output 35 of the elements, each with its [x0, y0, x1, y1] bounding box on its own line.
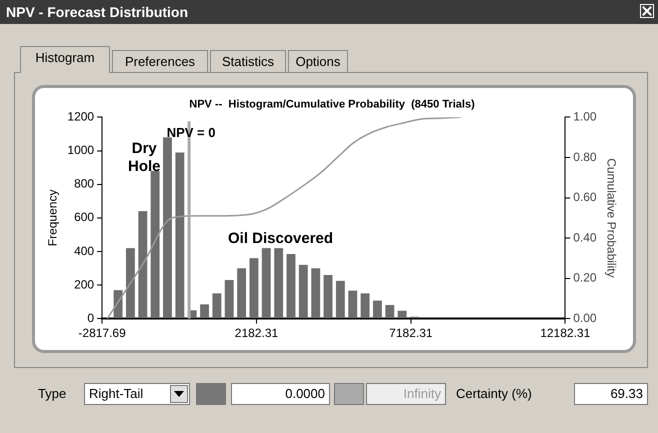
text: NPV - Forecast Distribution [0, 0, 658, 24]
y2-tick-label: 0.60 [573, 190, 597, 204]
chart-title: NPV -- Histogram/Cumulative Probability (8450 Trials) [189, 98, 476, 111]
y-tick-label: 600 [74, 210, 94, 224]
y-tick-label: 0 [87, 310, 94, 325]
line-series [106, 117, 462, 319]
text: Right-Tail [84, 383, 190, 405]
x-tick-label: 7182.31 [389, 326, 433, 340]
text: 69.33 [574, 383, 648, 405]
y2-tick-label: 0.80 [573, 150, 597, 164]
y2-tick-label: 0.40 [573, 230, 597, 244]
x-tick-label: 2182.31 [234, 326, 278, 340]
y2-axis-title: Cumulative Probability [604, 158, 618, 278]
y2-tick-label: 0.00 [573, 310, 597, 325]
text: Type [38, 385, 66, 403]
y-tick-label: 400 [74, 244, 94, 258]
annotation: Oil Discovered [228, 230, 334, 248]
ref-line-label: NPV = 0 [166, 125, 216, 140]
y2-tick-label: 1.00 [573, 110, 597, 124]
annotation: Dry Hole [128, 140, 161, 176]
y-tick-label: 1000 [67, 143, 94, 158]
text: 0.0000 [231, 383, 330, 405]
x-tick-label: -2817.69 [78, 326, 126, 340]
text: Statistics [210, 50, 286, 72]
text: Preferences [112, 50, 208, 72]
y-axis-title: Frequency [46, 190, 60, 246]
y2-tick-label: 0.20 [573, 270, 597, 285]
text: Infinity [366, 383, 446, 405]
text: Options [288, 50, 348, 72]
y-tick-label: 800 [74, 176, 94, 191]
text: Histogram [20, 46, 110, 73]
text: Certainty (%) [456, 385, 532, 403]
y-tick-label: 1200 [67, 110, 94, 124]
x-tick-label: 12182.31 [540, 326, 591, 340]
y-tick-label: 200 [74, 277, 94, 292]
